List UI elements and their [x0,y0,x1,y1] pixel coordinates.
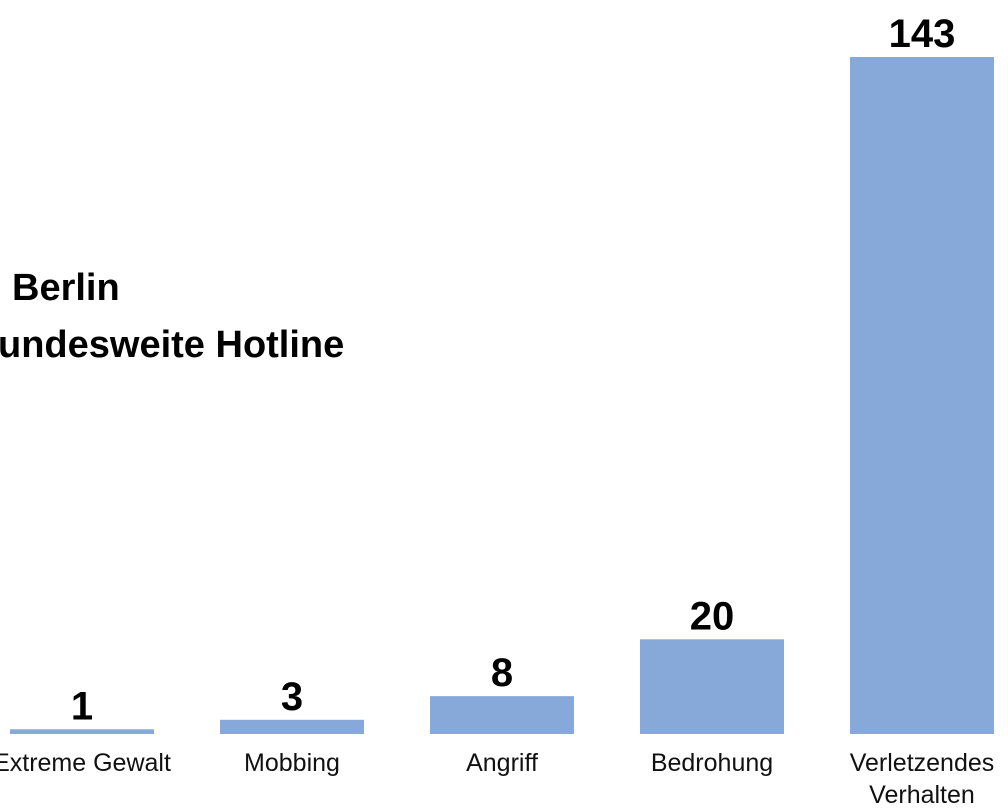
chart-title: undesweite Hotline [0,324,345,366]
value-label: 3 [281,675,303,719]
value-label: 1 [71,684,93,728]
x-tick-label: Verletzendes Verhalten [849,749,995,809]
bar [850,57,994,734]
x-tick-label: Extreme Gewalt [0,749,171,777]
bar [10,729,154,734]
value-label: 8 [491,651,513,695]
value-label: 143 [889,12,956,56]
bar [430,696,574,734]
value-label: 20 [690,594,735,638]
bar [220,719,364,734]
x-tick-label: Angriff [466,749,538,777]
x-tick-label: Bedrohung [650,749,774,777]
bar [640,639,784,734]
chart-title: Berlin [12,267,120,309]
x-tick-label: Mobbing [244,749,340,777]
